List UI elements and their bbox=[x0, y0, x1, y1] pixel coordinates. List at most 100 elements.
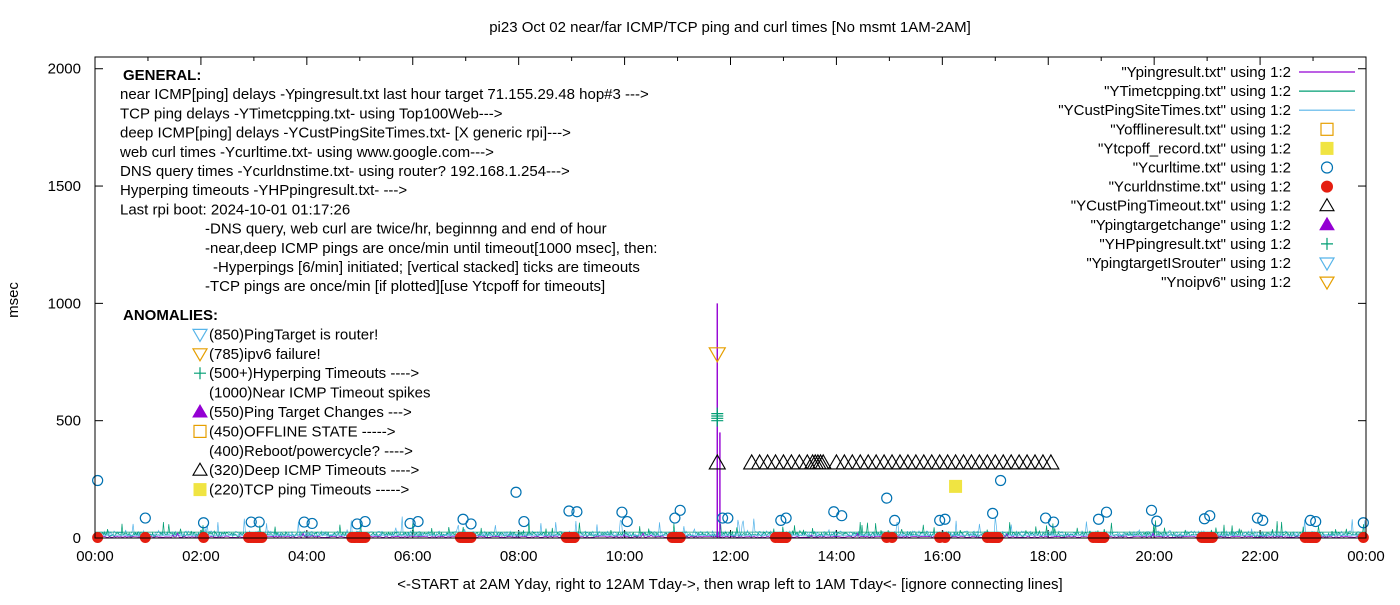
series-pingresult-trace bbox=[94, 532, 1365, 538]
curl-time-point bbox=[722, 512, 734, 524]
curl-time-point bbox=[139, 512, 151, 524]
x-axis-label: <-START at 2AM Yday, right to 12AM Tday-… bbox=[397, 576, 1062, 593]
anomaly-marker bbox=[194, 367, 206, 380]
axes-layer: 00:00 02:00 04:00 06:00 08:00 10:00 12:00 14:00… bbox=[48, 57, 1385, 565]
anomaly-marker bbox=[191, 348, 209, 362]
deep-icmp-timeout-point bbox=[1034, 453, 1052, 470]
x-tick-label: 10:00 bbox=[606, 548, 644, 565]
anomaly-note: (320)Deep ICMP Timeouts ----> bbox=[209, 462, 419, 479]
curl-time-point bbox=[881, 492, 893, 504]
curl-time-point bbox=[518, 515, 530, 528]
anomaly-note: (785)ipv6 failure! bbox=[209, 346, 321, 363]
curl-time-point bbox=[571, 506, 583, 518]
anomaly-note: (550)Ping Target Changes ---> bbox=[209, 404, 412, 421]
curl-time-point bbox=[1151, 515, 1163, 527]
deep-icmp-timeout-point bbox=[1018, 453, 1037, 470]
deep-icmp-timeout-point bbox=[1010, 453, 1029, 470]
curl-time-point bbox=[836, 510, 848, 522]
curl-time-point bbox=[1310, 515, 1322, 528]
deep-icmp-timeout-point bbox=[962, 453, 981, 470]
general-note: web curl times -Ycurltime.txt- using www… bbox=[119, 144, 494, 161]
legend-label: "YTimetcpping.txt" using 1:2 bbox=[1104, 83, 1291, 100]
deep-icmp-timeout-point bbox=[798, 453, 817, 470]
anomaly-marker bbox=[191, 328, 209, 343]
legend-swatch bbox=[1318, 276, 1336, 291]
general-note: -Hyperpings [6/min] initiated; [vertical… bbox=[213, 259, 640, 276]
deep-icmp-timeout-point bbox=[883, 453, 901, 470]
deep-icmp-timeout-point bbox=[1026, 453, 1044, 470]
x-tick-label: 16:00 bbox=[924, 548, 962, 565]
y-tick-label: 2000 bbox=[48, 61, 81, 78]
anomaly-note: (850)PingTarget is router! bbox=[209, 326, 378, 343]
deep-icmp-timeout-point bbox=[914, 453, 933, 470]
anomaly-marker bbox=[192, 462, 208, 476]
curl-time-point bbox=[1100, 506, 1113, 518]
deep-icmp-timeout-point bbox=[891, 453, 909, 470]
curl-time-point bbox=[412, 515, 424, 528]
general-note: DNS query times -Ycurldnstime.txt- using… bbox=[120, 163, 570, 180]
anomaly-marker bbox=[193, 483, 207, 497]
y-tick-label: 500 bbox=[56, 413, 81, 430]
x-tick-label: 22:00 bbox=[1241, 548, 1279, 565]
curl-time-point bbox=[1198, 513, 1211, 525]
curl-time-point bbox=[994, 474, 1007, 487]
deep-icmp-timeout-point bbox=[742, 453, 761, 470]
curl-time-point bbox=[359, 515, 371, 528]
legend-label: "Ycurltime.txt" using 1:2 bbox=[1133, 160, 1291, 177]
deep-icmp-timeout-point bbox=[814, 453, 833, 470]
y-tick-label: 1500 bbox=[48, 178, 81, 195]
y-tick-label: 1000 bbox=[48, 295, 81, 312]
deep-icmp-timeout-point bbox=[708, 453, 727, 470]
general-note: -TCP pings are once/min [if plotted][use… bbox=[205, 278, 605, 295]
curl-time-point bbox=[197, 517, 210, 529]
curl-time-point bbox=[616, 506, 628, 518]
deep-icmp-timeout-point bbox=[835, 453, 854, 470]
deep-icmp-timeout-point bbox=[827, 453, 846, 470]
curl-time-point bbox=[987, 507, 999, 519]
ipv6-failure-point bbox=[708, 347, 727, 364]
legend-label: "Ynoipv6" using 1:2 bbox=[1161, 274, 1291, 291]
deep-icmp-timeout-point bbox=[750, 453, 769, 470]
anomaly-note: (1000)Near ICMP Timeout spikes bbox=[209, 385, 430, 402]
anomaly-notes: ANOMALIES: (850)PingTarget is router! (785… bbox=[123, 307, 430, 499]
curl-time-point bbox=[716, 512, 729, 524]
general-note: TCP ping delays -YTimetcpping.txt- using… bbox=[120, 105, 503, 122]
curl-time-point bbox=[939, 513, 951, 525]
x-tick-label: 18:00 bbox=[1029, 548, 1067, 565]
anomalies-heading: ANOMALIES: bbox=[123, 307, 218, 324]
deep-icmp-timeout-point bbox=[774, 453, 793, 470]
curl-time-point bbox=[404, 517, 416, 530]
anomaly-note: (220)TCP ping Timeouts -----> bbox=[209, 482, 409, 499]
legend-label: "Yofflineresult.txt" using 1:2 bbox=[1110, 121, 1291, 138]
deep-icmp-timeout-point bbox=[803, 453, 822, 470]
tcp-ping-timeout-point bbox=[949, 479, 963, 493]
hyperping-timeout-point bbox=[711, 407, 724, 420]
curl-time-point bbox=[351, 518, 363, 530]
deep-icmp-timeout-point bbox=[811, 453, 830, 470]
legend-label: "Ypingresult.txt" using 1:2 bbox=[1121, 64, 1291, 81]
x-tick-label: 00:00 bbox=[76, 548, 114, 565]
curl-time-point bbox=[1204, 510, 1216, 522]
deep-icmp-timeout-point bbox=[790, 453, 809, 470]
x-tick-label: 00:00 bbox=[1347, 548, 1385, 565]
x-tick-label: 02:00 bbox=[182, 548, 220, 565]
x-tick-label: 06:00 bbox=[394, 548, 432, 565]
curl-time-point bbox=[1145, 504, 1158, 516]
general-note: near ICMP[ping] delays -Ypingresult.txt … bbox=[120, 86, 649, 103]
deep-icmp-timeout-point bbox=[1041, 453, 1060, 470]
deep-icmp-timeout-point bbox=[808, 453, 827, 470]
legend-swatch bbox=[1320, 122, 1334, 136]
x-tick-label: 04:00 bbox=[288, 548, 326, 565]
general-notes: GENERAL: near ICMP[ping] delays -Ypingres… bbox=[119, 67, 657, 295]
legend-swatch bbox=[1320, 141, 1334, 155]
curl-time-point bbox=[775, 514, 787, 527]
curl-time-point bbox=[245, 516, 257, 528]
x-tick-label: 14:00 bbox=[818, 548, 856, 565]
x-tick-label: 12:00 bbox=[712, 548, 750, 565]
curl-time-point bbox=[1047, 516, 1060, 528]
deep-icmp-timeout-point bbox=[806, 453, 825, 470]
deep-icmp-timeout-point bbox=[938, 453, 957, 470]
curl-time-point bbox=[934, 514, 946, 527]
curl-time-point bbox=[674, 504, 686, 516]
y-tick-label: 0 bbox=[73, 530, 81, 547]
